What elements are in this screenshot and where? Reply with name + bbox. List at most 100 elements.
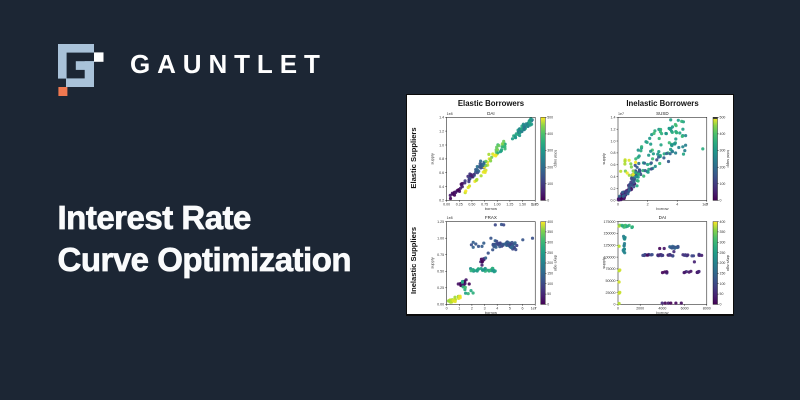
svg-text:100: 100 [547,182,553,186]
svg-text:125000: 125000 [604,244,616,248]
svg-text:borrow: borrow [485,206,497,211]
svg-text:1.25: 1.25 [506,202,513,206]
svg-text:2: 2 [471,306,473,310]
svg-text:0.25: 0.25 [456,202,463,206]
svg-text:4000: 4000 [658,306,666,310]
svg-text:175000: 175000 [604,220,616,224]
svg-text:300: 300 [720,241,726,245]
svg-text:1.00: 1.00 [494,202,501,206]
svg-text:50000: 50000 [606,279,616,283]
svg-text:0: 0 [617,306,619,310]
svg-text:borrow: borrow [485,310,497,314]
svg-text:350: 350 [720,230,726,234]
svg-text:0.00: 0.00 [443,202,450,206]
svg-text:4: 4 [496,306,498,310]
svg-text:150: 150 [720,272,726,276]
svg-text:250: 250 [547,251,553,255]
svg-text:0.50: 0.50 [468,202,475,206]
svg-text:50: 50 [547,292,551,296]
svg-text:days ago: days ago [554,255,559,272]
svg-text:6: 6 [522,306,524,310]
svg-text:200: 200 [720,165,726,169]
svg-text:0: 0 [617,202,619,206]
svg-text:0: 0 [720,303,722,307]
svg-text:0.6: 0.6 [439,171,444,175]
svg-text:6000: 6000 [681,306,689,310]
svg-text:50: 50 [720,292,724,296]
svg-text:1.25: 1.25 [437,220,444,224]
svg-text:Inelastic Borrowers: Inelastic Borrowers [626,99,699,108]
svg-text:borrow: borrow [656,206,668,211]
svg-text:supply: supply [430,153,435,165]
svg-text:supply: supply [601,257,606,269]
svg-text:400: 400 [547,220,553,224]
svg-text:1e8: 1e8 [447,216,453,220]
svg-text:borrow: borrow [656,310,668,314]
svg-text:0: 0 [547,199,549,203]
svg-text:0.75: 0.75 [437,253,444,257]
svg-text:400: 400 [547,132,553,136]
svg-text:150000: 150000 [604,232,616,236]
svg-text:8000: 8000 [703,306,711,310]
svg-text:1.4: 1.4 [611,116,616,120]
svg-text:300: 300 [547,241,553,245]
svg-text:500: 500 [547,116,553,120]
svg-text:400: 400 [720,132,726,136]
svg-text:300: 300 [547,149,553,153]
svg-text:1.50: 1.50 [519,202,526,206]
svg-text:1e7: 1e7 [618,112,624,116]
svg-text:300: 300 [720,149,726,153]
svg-text:1.75: 1.75 [532,202,539,206]
svg-text:400: 400 [720,220,726,224]
svg-text:0.50: 0.50 [437,270,444,274]
svg-text:0.6: 0.6 [611,163,616,167]
svg-text:0: 0 [614,303,616,307]
svg-text:200: 200 [547,261,553,265]
svg-text:0.75: 0.75 [481,202,488,206]
svg-text:total supp: total supp [554,150,559,168]
svg-text:6: 6 [706,202,708,206]
svg-text:2: 2 [647,202,649,206]
svg-text:1.4: 1.4 [439,116,444,120]
svg-text:0.4: 0.4 [439,185,444,189]
svg-text:500: 500 [720,116,726,120]
svg-text:0: 0 [720,199,722,203]
svg-text:250: 250 [720,251,726,255]
svg-text:25000: 25000 [606,291,616,295]
svg-text:days ago: days ago [726,255,731,272]
svg-text:100: 100 [720,282,726,286]
svg-text:1e7: 1e7 [702,203,708,207]
svg-text:150: 150 [547,272,553,276]
svg-text:7: 7 [534,306,536,310]
svg-text:100: 100 [547,282,553,286]
svg-text:Inelastic Suppliers: Inelastic Suppliers [409,227,418,294]
svg-text:1e8: 1e8 [531,203,537,207]
svg-text:supply: supply [601,153,606,165]
svg-text:1.0: 1.0 [611,139,616,143]
svg-text:1.2: 1.2 [611,128,616,132]
svg-text:200: 200 [720,261,726,265]
svg-text:0: 0 [446,306,448,310]
svg-text:5: 5 [509,306,511,310]
svg-text:0.2: 0.2 [611,187,616,191]
svg-text:SUSD: SUSD [656,111,669,116]
svg-text:4: 4 [676,202,678,206]
svg-text:0.00: 0.00 [437,303,444,307]
svg-text:200: 200 [547,165,553,169]
svg-text:0.4: 0.4 [611,175,616,179]
svg-text:1.2: 1.2 [439,129,444,133]
svg-text:Elastic Borrowers: Elastic Borrowers [458,99,525,108]
svg-text:1.00: 1.00 [437,237,444,241]
svg-text:0.25: 0.25 [437,286,444,290]
svg-text:0: 0 [547,303,549,307]
svg-text:1e8: 1e8 [447,112,453,116]
svg-text:FRAX: FRAX [485,215,497,220]
svg-text:3: 3 [484,306,486,310]
svg-text:DAI: DAI [487,111,495,116]
svg-text:0.2: 0.2 [439,199,444,203]
svg-text:1: 1 [458,306,460,310]
svg-text:350: 350 [547,230,553,234]
svg-text:0.8: 0.8 [611,151,616,155]
svg-text:75000: 75000 [606,267,616,271]
svg-text:0.0: 0.0 [611,199,616,203]
